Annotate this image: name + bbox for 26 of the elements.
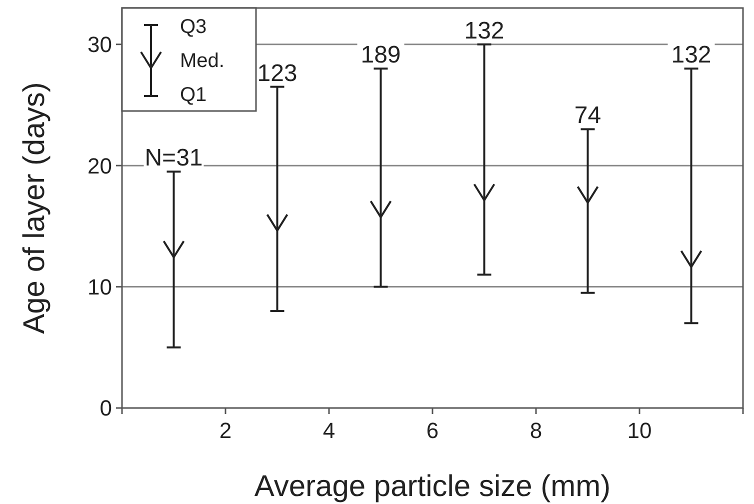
y-tick-label: 30 (88, 32, 112, 58)
y-tick-label: 0 (100, 396, 112, 421)
point (473, 183, 496, 202)
annotation: 132 (671, 42, 712, 69)
y-axis-title: Age of layer (days) (18, 82, 51, 334)
point (576, 186, 599, 204)
x-tick-label: 6 (426, 418, 439, 443)
annotation: 189 (360, 42, 401, 69)
x-tick-label: 4 (322, 418, 336, 443)
point (680, 250, 702, 268)
annotation: 132 (464, 17, 504, 44)
x-tick-label: 8 (530, 418, 542, 443)
legend-label: Med. (180, 50, 224, 72)
annotation: 123 (257, 60, 298, 87)
annotation: Q3 (180, 16, 207, 38)
point (370, 200, 392, 218)
y-tick-label: 20 (88, 153, 112, 178)
point (266, 214, 288, 232)
x-tick-label: 10 (627, 418, 652, 443)
annotation: Q1 (180, 84, 207, 106)
x-axis-title: Average particle size (mm) (254, 470, 611, 503)
annotation: 74 (574, 102, 602, 130)
y-tick-label: 10 (88, 274, 112, 300)
x-tick-label: 2 (219, 418, 232, 443)
annotation: N=31 (144, 144, 203, 172)
point (162, 240, 185, 258)
